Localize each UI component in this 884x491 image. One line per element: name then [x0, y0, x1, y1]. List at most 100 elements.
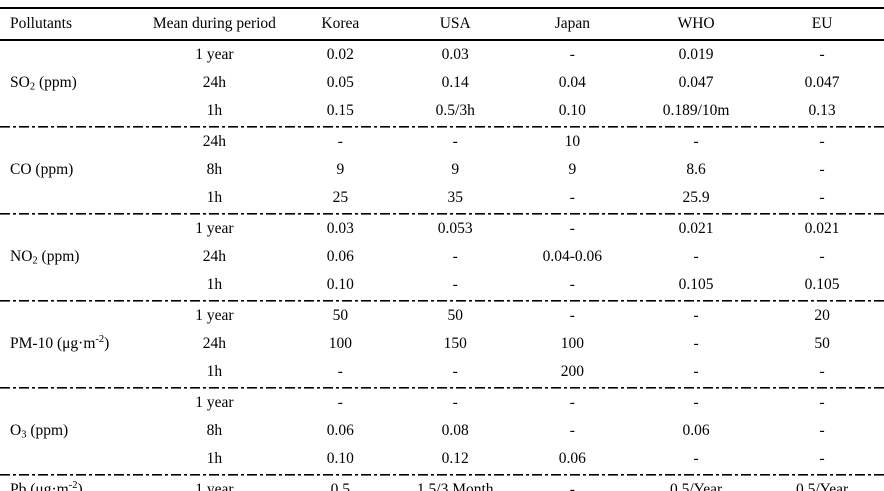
- group-separator-dashdot-rule: [0, 212, 884, 215]
- group-separator-line: [0, 299, 884, 302]
- value-cell: 0.06: [558, 450, 586, 467]
- value-cell: -: [569, 307, 575, 324]
- value-cell: -: [337, 133, 343, 150]
- value-cell: 10: [564, 133, 581, 150]
- pollutant-label: O3 (ppm): [10, 422, 69, 441]
- value-cell: 50: [447, 307, 463, 324]
- value-cell: -: [693, 248, 699, 265]
- value-cell: 50: [332, 307, 349, 324]
- group-separator-line: [0, 386, 884, 389]
- value-cell: -: [819, 189, 825, 206]
- value-cell: 0.03: [441, 46, 469, 63]
- value-cell: 20: [814, 307, 830, 324]
- group-separator-line: [0, 125, 884, 128]
- table-row: 8h 9 9 9 8.6 -: [0, 156, 884, 184]
- value-cell: 0.5/Year: [795, 481, 849, 491]
- value-cell: 25: [332, 189, 349, 206]
- period-cell: 1h: [206, 102, 223, 119]
- period-cell: 1h: [206, 276, 223, 293]
- group-separator-dashdot-rule: [0, 299, 884, 302]
- value-cell: 35: [447, 189, 463, 206]
- value-cell: 1.5/3 Month: [416, 481, 494, 491]
- pollutant-label: SO2 (ppm): [10, 74, 77, 93]
- pollutant-label: NO2 (ppm): [10, 248, 80, 267]
- value-cell: 0.04-0.06: [542, 248, 603, 265]
- period-cell: 8h: [206, 422, 223, 439]
- value-cell: 0.189/10m: [662, 102, 730, 119]
- value-cell: 0.06: [682, 422, 710, 439]
- value-cell: 0.02: [326, 46, 354, 63]
- table-row: SO2 (ppm) 1 year 0.02 0.03 - 0.019 -: [0, 40, 884, 92]
- value-cell: 0.12: [441, 450, 469, 467]
- period-cell: 1h: [206, 363, 223, 380]
- value-cell: -: [452, 276, 458, 293]
- table-body: SO2 (ppm) 1 year 0.02 0.03 - 0.019 - 24h 0.05 0.1…: [0, 40, 884, 491]
- value-cell: 0.105: [678, 276, 714, 293]
- table-row: 1h 0.15 0.5/3h 0.10 0.189/10m 0.13: [0, 97, 884, 125]
- column-header-mean-during-period: Mean during period: [145, 8, 283, 41]
- value-cell: 0.03: [326, 220, 354, 237]
- value-cell: 0.05: [326, 74, 354, 91]
- table-row: 1h 0.10 0.12 0.06 - -: [0, 445, 884, 473]
- value-cell: 0.5/3h: [435, 102, 475, 119]
- value-cell: -: [819, 46, 825, 63]
- period-cell: 1 year: [195, 481, 234, 491]
- value-cell: 0.08: [441, 422, 469, 439]
- value-cell: -: [569, 422, 575, 439]
- value-cell: 50: [814, 335, 830, 352]
- value-cell: -: [819, 248, 825, 265]
- value-cell: 0.5/Year: [669, 481, 723, 491]
- value-cell: 0.047: [678, 74, 714, 91]
- value-cell: 0.053: [437, 220, 473, 237]
- value-cell: -: [569, 46, 575, 63]
- table-row: NO2 (ppm) 1 year 0.03 0.053 - 0.021 0.021: [0, 215, 884, 266]
- value-cell: -: [452, 394, 458, 411]
- value-cell: -: [452, 133, 458, 150]
- value-cell: -: [569, 189, 575, 206]
- value-cell: 0.10: [558, 102, 586, 119]
- value-cell: 9: [451, 161, 460, 178]
- pollutant-label: Pb (μg·m-2): [10, 480, 83, 491]
- group-separator-dashdot-rule: [0, 473, 884, 476]
- value-cell: -: [819, 394, 825, 411]
- period-cell: 24h: [202, 74, 226, 91]
- value-cell: -: [569, 276, 575, 293]
- value-cell: -: [693, 335, 699, 352]
- table-row: 8h 0.06 0.08 - 0.06 -: [0, 417, 884, 445]
- column-header-korea: Korea: [282, 8, 398, 41]
- period-cell: 1h: [206, 189, 223, 206]
- table-header: Pollutants Mean during period Korea USA …: [0, 8, 884, 41]
- group-separator-line: [0, 473, 884, 476]
- value-cell: 100: [560, 335, 584, 352]
- value-cell: 9: [568, 161, 577, 178]
- period-cell: 24h: [202, 335, 226, 352]
- value-cell: 25.9: [682, 189, 710, 206]
- value-cell: -: [693, 307, 699, 324]
- value-cell: 0.13: [808, 102, 836, 119]
- table-row: 24h 0.06 - 0.04-0.06 - -: [0, 243, 884, 271]
- pollutant-label: PM-10 (μg·m-2): [10, 334, 110, 352]
- value-cell: -: [337, 363, 343, 380]
- period-cell: 24h: [202, 248, 226, 265]
- value-cell: 0.14: [441, 74, 469, 91]
- group-separator-dashdot-rule: [0, 386, 884, 389]
- table-row: 1h - - 200 - -: [0, 358, 884, 386]
- air-quality-standards-table: Pollutants Mean during period Korea USA …: [0, 7, 884, 491]
- group-separator-dashdot-rule: [0, 125, 884, 128]
- value-cell: -: [819, 133, 825, 150]
- value-cell: 0.04: [558, 74, 586, 91]
- value-cell: -: [693, 394, 699, 411]
- column-header-eu: EU: [760, 8, 884, 41]
- period-cell: 1 year: [195, 307, 234, 324]
- value-cell: 0.06: [326, 248, 354, 265]
- table-row: Pb (μg·m-2) 1 year 0.5 1.5/3 Month - 0.5/Year…: [0, 476, 884, 491]
- value-cell: 0.10: [326, 450, 354, 467]
- value-cell: 0.019: [678, 46, 714, 63]
- pollutant-label: CO (ppm): [10, 161, 74, 178]
- value-cell: -: [819, 422, 825, 439]
- period-cell: 1h: [206, 450, 223, 467]
- column-header-usa: USA: [397, 8, 513, 41]
- value-cell: 0.047: [804, 74, 840, 91]
- value-cell: -: [452, 248, 458, 265]
